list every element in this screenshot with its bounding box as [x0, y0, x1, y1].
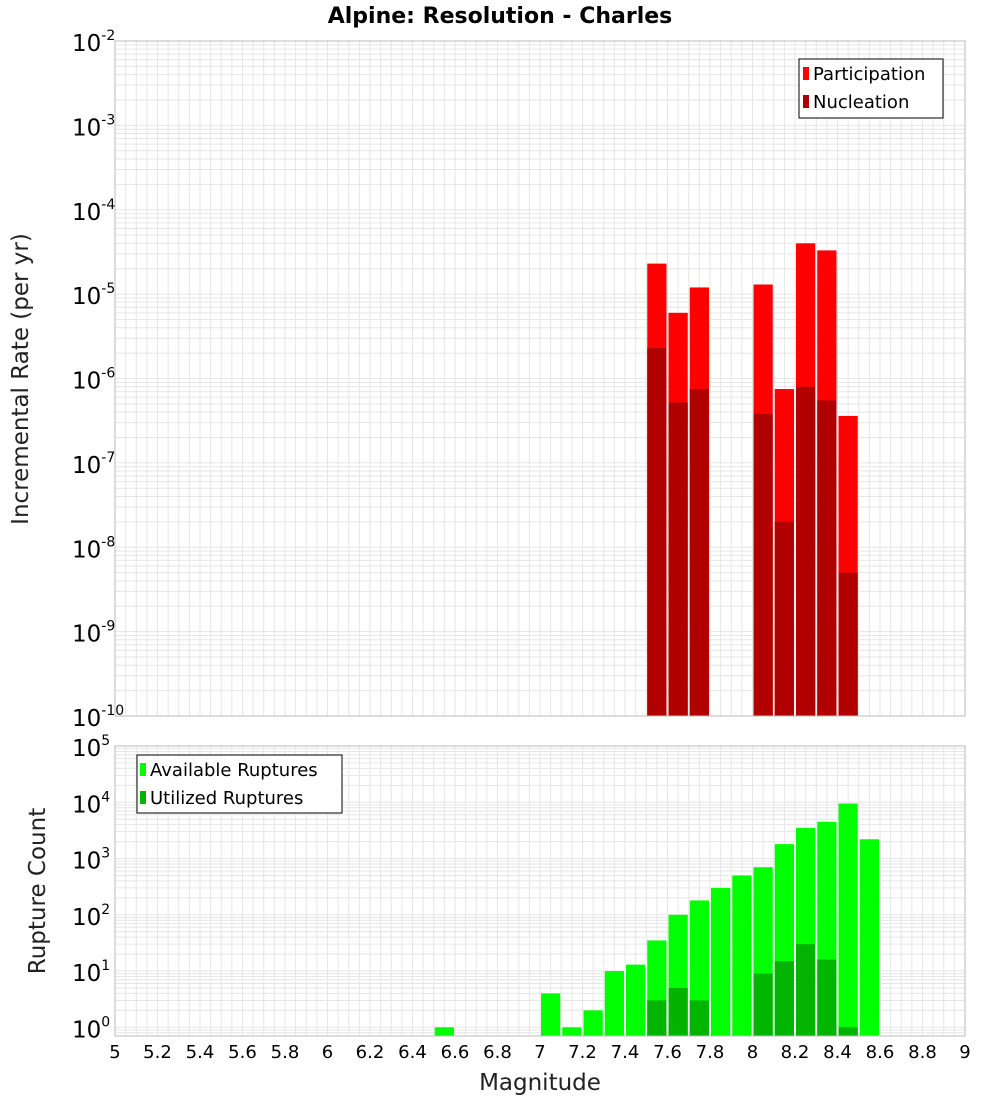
bottom-bar-utilized-ruptures	[838, 1027, 858, 1036]
x-tick-label: 5	[109, 1042, 120, 1063]
top-ytick-label: 10-5	[72, 281, 115, 310]
x-axis-label: Magnitude	[479, 1070, 601, 1096]
top-ytick-label: 10-4	[72, 197, 115, 226]
top-bar-nucleation	[689, 389, 709, 716]
bottom-bar-utilized-ruptures	[647, 1000, 667, 1036]
x-tick-label: 6.6	[441, 1042, 470, 1063]
bottom-ytick-label: 100	[72, 1014, 110, 1043]
bottom-bar-utilized-ruptures	[689, 1000, 709, 1036]
bottom-bar-available-ruptures	[541, 993, 561, 1036]
top-bar-nucleation	[796, 386, 816, 716]
x-tick-label: 5.6	[228, 1042, 257, 1063]
x-tick-label: 6.8	[483, 1042, 512, 1063]
top-plot-frame	[114, 40, 966, 717]
bottom-legend-box	[136, 754, 343, 814]
bottom-bar-available-ruptures	[583, 1010, 603, 1036]
top-bar-nucleation	[668, 402, 688, 716]
top-ytick-label: 10-6	[72, 366, 115, 395]
x-tick-label: 5.4	[186, 1042, 215, 1063]
bottom-legend: Available Ruptures Utilized Ruptures	[136, 754, 343, 814]
bottom-panel: 105 104 103 102 101 100 Rupture Count Availab…	[25, 733, 971, 1096]
bottom-ytick-label: 103	[72, 846, 110, 875]
top-ytick-label: 10-3	[72, 112, 115, 141]
x-tick-label: 6.2	[356, 1042, 385, 1063]
top-ytick-label: 10-2	[72, 28, 115, 57]
top-grid	[114, 41, 966, 717]
bottom-bar-utilized-ruptures	[753, 973, 773, 1036]
bottom-ytick-label: 105	[72, 733, 110, 762]
top-bars	[647, 243, 858, 717]
x-tick-label: 8.8	[908, 1042, 937, 1063]
x-tick-label: 7.4	[611, 1042, 640, 1063]
top-ytick-label: 10-7	[72, 450, 115, 479]
top-legend-box	[798, 58, 944, 119]
top-ytick-label: 10-10	[72, 703, 124, 732]
legend-swatch-participation	[803, 67, 809, 80]
x-tick-label: 6.4	[398, 1042, 427, 1063]
x-tick-label: 8.4	[823, 1042, 852, 1063]
bottom-bar-available-ruptures	[711, 887, 731, 1036]
x-tick-label: 8.6	[866, 1042, 895, 1063]
x-tick-label: 7.8	[696, 1042, 725, 1063]
bottom-bar-utilized-ruptures	[796, 944, 816, 1036]
legend-label-utilized: Utilized Ruptures	[150, 788, 303, 809]
top-bar-nucleation	[774, 521, 794, 716]
bottom-bar-available-ruptures	[732, 875, 752, 1036]
legend-swatch-available	[140, 763, 146, 776]
top-bar-nucleation	[817, 400, 837, 716]
bottom-bar-available-ruptures	[604, 971, 624, 1036]
bottom-ytick-label: 102	[72, 902, 110, 931]
bottom-ytick-label: 101	[72, 958, 110, 987]
bottom-bar-utilized-ruptures	[668, 987, 688, 1036]
x-tick-label: 6	[322, 1042, 333, 1063]
top-bar-nucleation	[753, 413, 773, 716]
bottom-bar-utilized-ruptures	[774, 961, 794, 1036]
bottom-bar-available-ruptures	[626, 964, 646, 1036]
bottom-bars	[434, 803, 879, 1036]
top-bar-nucleation	[838, 572, 858, 716]
bottom-y-ticks: 105 104 103 102 101 100	[72, 733, 110, 1043]
top-bar-nucleation	[647, 347, 667, 716]
bottom-y-axis-label: Rupture Count	[25, 808, 51, 974]
legend-label-available: Available Ruptures	[150, 760, 318, 781]
top-y-ticks: 10-2 10-3 10-4 10-5 10-6 10-7 10-8 10-9 10-10	[72, 28, 124, 732]
legend-label-participation: Participation	[813, 64, 925, 85]
x-tick-label: 8	[747, 1042, 758, 1063]
legend-swatch-nucleation	[803, 95, 809, 108]
x-ticks: 5 5.2 5.4 5.6 5.8 6 6.2 6.4 6.6 6.8 7 7.2 7.4 7.6 7.8 8…	[109, 1042, 970, 1063]
x-tick-label: 7	[534, 1042, 545, 1063]
top-y-axis-label: Incremental Rate (per yr)	[8, 233, 34, 525]
x-tick-label: 9	[959, 1042, 970, 1063]
top-panel: 10-2 10-3 10-4 10-5 10-6 10-7 10-8 10-9 10-10 In…	[8, 28, 966, 732]
legend-swatch-utilized	[140, 791, 146, 804]
top-legend: Participation Nucleation	[798, 58, 944, 119]
bottom-bar-available-ruptures	[562, 1027, 582, 1036]
x-tick-label: 5.2	[143, 1042, 172, 1063]
bottom-bar-available-ruptures	[859, 839, 879, 1036]
x-tick-label: 7.2	[568, 1042, 597, 1063]
bottom-plot-frame	[114, 745, 966, 1037]
bottom-bar-available-ruptures	[838, 803, 858, 1036]
bottom-ytick-label: 104	[72, 789, 110, 818]
chart-title: Alpine: Resolution - Charles	[328, 4, 673, 29]
bottom-bar-utilized-ruptures	[817, 959, 837, 1036]
legend-label-nucleation: Nucleation	[813, 92, 909, 113]
x-tick-label: 7.6	[653, 1042, 682, 1063]
x-tick-label: 8.2	[781, 1042, 810, 1063]
top-ytick-label: 10-9	[72, 619, 115, 648]
bottom-bar-available-ruptures	[434, 1027, 454, 1036]
x-tick-label: 5.8	[271, 1042, 300, 1063]
top-ytick-label: 10-8	[72, 534, 115, 563]
